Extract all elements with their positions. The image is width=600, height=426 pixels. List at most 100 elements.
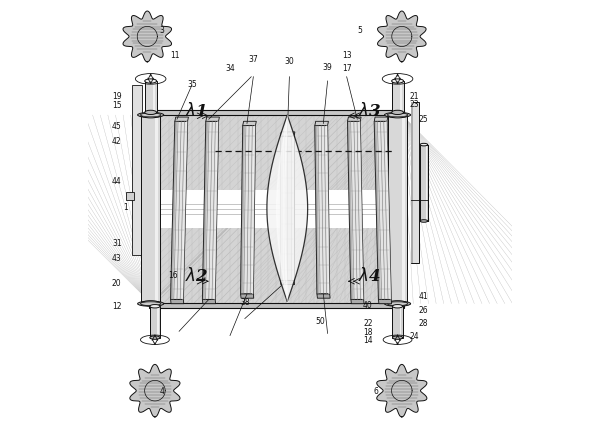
Polygon shape: [170, 300, 184, 304]
Bar: [150, 307, 152, 338]
Bar: [145, 82, 157, 113]
Polygon shape: [241, 126, 256, 294]
Polygon shape: [206, 118, 220, 122]
Text: 12: 12: [112, 302, 121, 311]
Polygon shape: [379, 300, 392, 304]
Bar: [400, 82, 402, 113]
Text: $\lambda$4: $\lambda$4: [358, 267, 381, 285]
Text: 50: 50: [316, 317, 325, 325]
Ellipse shape: [385, 113, 410, 118]
Text: 4: 4: [160, 386, 164, 395]
Polygon shape: [374, 118, 388, 122]
Text: 35: 35: [187, 79, 197, 89]
Text: 11: 11: [170, 51, 179, 60]
Text: 15: 15: [112, 101, 122, 109]
Bar: [149, 111, 404, 116]
Polygon shape: [326, 126, 329, 294]
Bar: [149, 304, 404, 309]
Polygon shape: [347, 122, 353, 300]
Text: 25: 25: [418, 115, 428, 124]
Polygon shape: [315, 126, 319, 294]
Text: 39: 39: [323, 63, 332, 72]
Bar: [400, 307, 401, 338]
Ellipse shape: [145, 111, 157, 115]
Polygon shape: [241, 294, 254, 299]
Text: $\lambda$2: $\lambda$2: [185, 267, 208, 285]
Ellipse shape: [142, 301, 160, 306]
Text: 5: 5: [357, 26, 362, 35]
Ellipse shape: [392, 336, 403, 340]
Text: 28: 28: [418, 319, 428, 328]
Bar: [126, 193, 134, 200]
Polygon shape: [280, 132, 295, 137]
Polygon shape: [347, 122, 364, 300]
Ellipse shape: [388, 301, 407, 306]
Ellipse shape: [392, 111, 404, 115]
Polygon shape: [202, 300, 215, 304]
Text: 6: 6: [374, 386, 379, 395]
Polygon shape: [252, 126, 256, 294]
Text: 3: 3: [160, 26, 164, 35]
Text: 30: 30: [284, 57, 294, 66]
Text: 40: 40: [363, 301, 373, 310]
Ellipse shape: [388, 114, 408, 118]
Text: $\lambda$1: $\lambda$1: [185, 101, 206, 120]
Bar: [420, 145, 428, 222]
Bar: [154, 82, 155, 113]
Text: 44: 44: [112, 177, 122, 186]
Ellipse shape: [388, 114, 407, 118]
Bar: [411, 103, 419, 264]
Polygon shape: [359, 122, 364, 300]
Ellipse shape: [150, 305, 160, 308]
Ellipse shape: [140, 114, 161, 118]
Text: 38: 38: [240, 297, 250, 306]
Text: 18: 18: [363, 327, 373, 336]
Text: 19: 19: [112, 92, 122, 101]
Bar: [133, 86, 142, 255]
Ellipse shape: [145, 80, 157, 84]
Bar: [152, 191, 402, 229]
Ellipse shape: [140, 302, 161, 306]
Bar: [420, 145, 421, 222]
Text: 13: 13: [342, 51, 352, 60]
Bar: [152, 115, 402, 304]
Ellipse shape: [142, 114, 160, 118]
Polygon shape: [315, 122, 328, 126]
Text: 37: 37: [248, 55, 258, 64]
Ellipse shape: [388, 302, 408, 306]
Text: 34: 34: [225, 64, 235, 73]
Text: $\lambda$3: $\lambda$3: [358, 101, 382, 120]
Bar: [392, 307, 394, 338]
Polygon shape: [243, 122, 256, 126]
Ellipse shape: [385, 302, 410, 307]
Polygon shape: [315, 126, 329, 294]
Polygon shape: [214, 122, 218, 300]
Polygon shape: [292, 137, 294, 281]
Bar: [145, 82, 147, 113]
Bar: [388, 116, 407, 304]
Text: 16: 16: [168, 270, 178, 279]
Text: 17: 17: [342, 64, 352, 73]
Bar: [142, 116, 145, 304]
Bar: [402, 116, 404, 304]
Ellipse shape: [137, 113, 164, 118]
Polygon shape: [123, 12, 172, 63]
Bar: [388, 116, 392, 304]
Text: 21: 21: [410, 92, 419, 101]
Polygon shape: [267, 115, 308, 302]
Ellipse shape: [420, 220, 428, 223]
Ellipse shape: [420, 144, 428, 147]
Text: 1: 1: [123, 202, 128, 211]
Polygon shape: [280, 137, 283, 281]
Polygon shape: [170, 122, 188, 300]
Polygon shape: [182, 122, 188, 300]
Polygon shape: [374, 122, 381, 300]
Polygon shape: [202, 122, 208, 300]
Text: 42: 42: [112, 137, 122, 146]
Polygon shape: [374, 122, 391, 300]
Bar: [392, 82, 404, 113]
Bar: [142, 116, 160, 304]
Polygon shape: [347, 118, 361, 122]
Polygon shape: [202, 122, 218, 300]
Text: 41: 41: [418, 291, 428, 300]
